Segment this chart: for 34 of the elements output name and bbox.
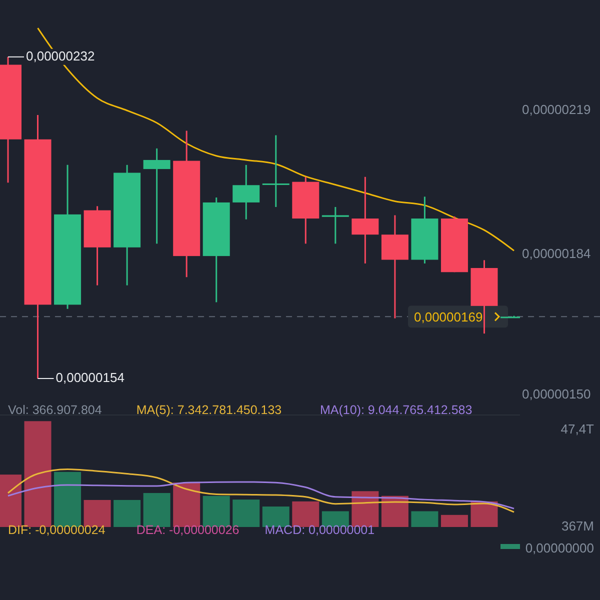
annotation: Vol: 366.907.804 (8, 403, 102, 417)
bar (322, 511, 349, 527)
annotation: MACD: 0,00000001 (264, 523, 375, 537)
bar (352, 491, 379, 527)
bar (232, 500, 260, 527)
y-tick-label: 367M (561, 518, 594, 534)
bar (24, 421, 52, 527)
bar (173, 482, 200, 527)
annotation: 0,00000232 (26, 48, 95, 64)
text: MA(5): 7.342.781.450.133 (136, 403, 282, 417)
bar (84, 500, 111, 527)
bar (54, 472, 82, 527)
text: MA(10): 9.044.765.412.583 (320, 403, 472, 417)
candlestick (143, 148, 170, 244)
bar (292, 501, 320, 527)
bar (262, 506, 290, 527)
bar (440, 514, 468, 527)
y-tick-label: 0,00000150 (522, 386, 591, 402)
y-tick-label: 0,00000219 (522, 102, 591, 117)
bar (114, 500, 141, 527)
y-tick-label: 0,00000184 (522, 246, 591, 262)
candlestick (262, 134, 290, 208)
line-series (7, 468, 515, 513)
annotation: DIF: -0,00000024 (8, 523, 106, 537)
line-series (7, 481, 515, 510)
bar (143, 493, 170, 527)
annotation: DEA: -0,00000026 (136, 523, 240, 537)
candlestick (322, 206, 349, 244)
annotation: 0,00000000 (525, 540, 594, 556)
bar (202, 496, 230, 527)
y-tick-label: 47,4T (560, 421, 594, 436)
ref-line-label: 0,00000169 (414, 310, 483, 325)
bar (411, 511, 438, 527)
annotation: 0,00000154 (56, 370, 124, 385)
